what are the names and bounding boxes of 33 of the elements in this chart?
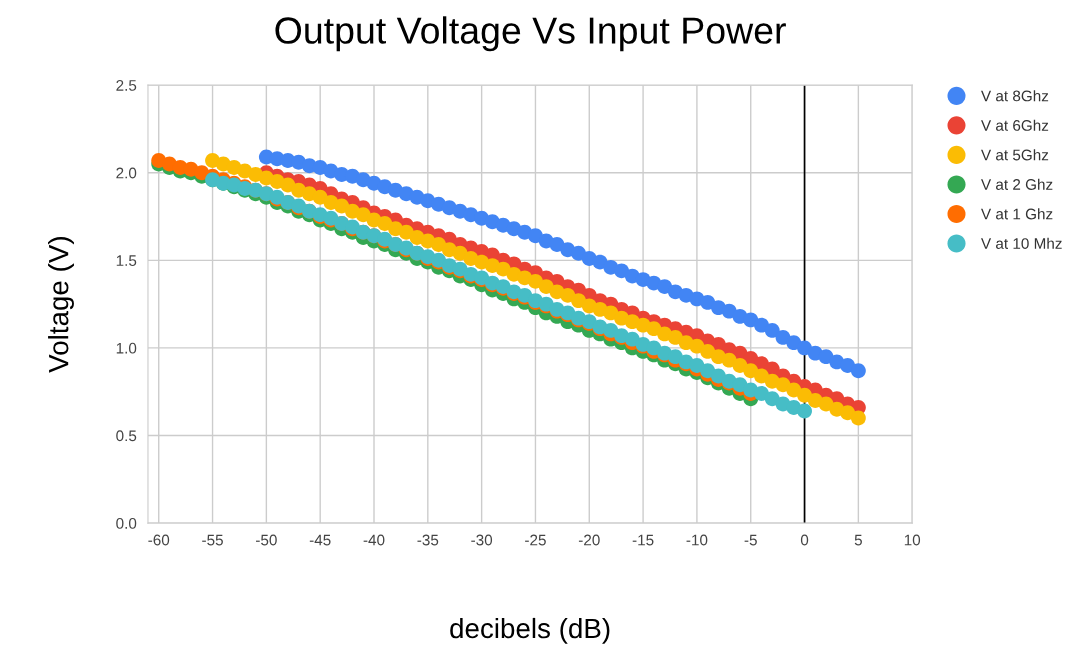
x-tick-label: 0 <box>800 534 809 546</box>
x-tick-label: -40 <box>363 534 385 546</box>
x-tick-label: -20 <box>578 534 600 546</box>
legend-label: V at 6Ghz <box>981 119 1049 131</box>
point <box>797 403 812 419</box>
legend-label: V at 1 Ghz <box>981 208 1053 220</box>
x-tick-label: 10 <box>904 534 921 546</box>
point <box>764 322 780 338</box>
y-axis-title: Voltage (V) <box>48 237 74 373</box>
legend-label: V at 5Ghz <box>981 149 1049 161</box>
y-tick-label: 2.0 <box>116 167 137 179</box>
x-tick-label: -60 <box>148 534 170 546</box>
x-tick-label: -55 <box>202 534 223 546</box>
x-tick-label: -50 <box>256 534 277 546</box>
x-tick-label: -35 <box>417 534 439 546</box>
point <box>850 363 866 379</box>
x-tick-label: 5 <box>854 534 862 546</box>
legend-label: V at 10 Mhz <box>981 237 1062 249</box>
x-tick-label: -45 <box>309 534 331 546</box>
legend-label: V at 2 Ghz <box>981 178 1053 190</box>
x-axis-title: decibels (dB) <box>450 617 610 644</box>
x-tick-label: -15 <box>632 534 654 546</box>
x-tick-label: -10 <box>686 534 708 546</box>
legend-label: V at 8Ghz <box>981 90 1049 102</box>
y-tick-label: 0.0 <box>116 517 137 529</box>
y-tick-label: 1.0 <box>116 342 137 354</box>
x-tick-label: -30 <box>471 534 493 546</box>
y-tick-label: 2.5 <box>116 80 137 91</box>
chart-title: Output Voltage Vs Input Power <box>275 16 786 52</box>
x-tick-label: -5 <box>744 534 757 546</box>
y-tick-label: 1.5 <box>116 255 137 267</box>
y-tick-label: 0.5 <box>116 430 137 442</box>
x-tick-label: -25 <box>525 534 546 546</box>
